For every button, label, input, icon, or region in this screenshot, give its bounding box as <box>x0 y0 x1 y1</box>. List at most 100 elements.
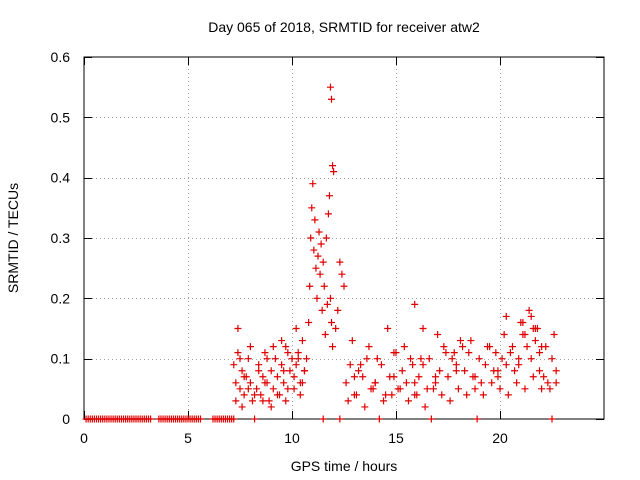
data-point <box>317 240 325 248</box>
data-point <box>234 325 242 332</box>
data-point <box>496 385 504 393</box>
data-point <box>388 391 396 399</box>
data-point <box>521 385 529 393</box>
data-point <box>248 397 256 405</box>
data-point <box>546 385 554 393</box>
data-point <box>417 355 425 363</box>
data-point <box>373 355 381 363</box>
data-point <box>326 83 334 91</box>
data-point <box>259 373 267 381</box>
data-point <box>377 361 385 369</box>
x-axis-label: GPS time / hours <box>291 458 398 474</box>
data-point <box>473 415 481 423</box>
data-point <box>536 349 544 357</box>
data-point <box>257 391 265 399</box>
data-point <box>308 204 316 212</box>
data-point <box>419 361 427 369</box>
y-tick-label: 0 <box>62 411 70 427</box>
data-point <box>525 306 533 314</box>
data-point <box>320 282 328 290</box>
data-point <box>467 337 475 345</box>
data-point <box>310 246 318 254</box>
data-points <box>82 83 560 423</box>
data-point <box>273 373 281 381</box>
data-point <box>286 367 294 375</box>
data-point <box>384 325 392 332</box>
data-point <box>278 361 286 369</box>
data-point <box>402 379 410 387</box>
data-point <box>515 355 523 363</box>
data-point <box>359 373 367 381</box>
grid-lines <box>84 57 604 419</box>
data-point <box>255 367 263 375</box>
data-point <box>548 355 556 363</box>
data-point <box>465 349 473 357</box>
data-point <box>290 385 298 393</box>
data-point <box>471 373 479 381</box>
data-point <box>261 349 269 357</box>
data-point <box>463 391 471 399</box>
data-point <box>230 415 238 423</box>
y-tick-label: 0.2 <box>51 290 71 306</box>
data-point <box>452 361 460 369</box>
data-point <box>471 385 479 393</box>
data-point <box>382 391 390 399</box>
data-point <box>278 337 286 345</box>
data-point <box>425 355 433 363</box>
y-tick-label: 0.1 <box>51 351 71 367</box>
data-point <box>494 367 502 375</box>
data-point <box>390 373 398 381</box>
data-point <box>527 355 535 363</box>
data-point <box>292 361 300 369</box>
data-point <box>269 343 277 351</box>
data-point <box>265 397 273 405</box>
data-point <box>238 367 246 375</box>
data-point <box>392 349 400 357</box>
data-point <box>461 367 469 375</box>
data-point <box>519 318 527 326</box>
data-point <box>365 343 373 351</box>
data-point <box>342 379 350 387</box>
data-point <box>371 379 379 387</box>
data-point <box>238 403 246 411</box>
data-point <box>481 361 489 369</box>
data-point <box>411 379 419 387</box>
data-point <box>316 270 324 278</box>
data-point <box>259 397 267 405</box>
data-point <box>329 343 337 351</box>
data-point <box>432 379 440 387</box>
data-point <box>454 385 462 393</box>
data-point <box>236 385 244 393</box>
data-point <box>421 403 429 411</box>
data-point <box>536 367 544 375</box>
data-point <box>240 391 248 399</box>
data-point <box>321 331 329 339</box>
data-point <box>413 391 421 399</box>
data-point <box>396 385 404 393</box>
data-point <box>336 258 344 266</box>
data-point <box>325 192 333 200</box>
data-point <box>432 373 440 381</box>
data-point <box>456 337 464 345</box>
data-point <box>375 415 383 423</box>
data-point <box>492 349 500 357</box>
data-point <box>313 294 321 302</box>
data-point <box>446 397 454 405</box>
data-point <box>477 379 485 387</box>
data-point <box>314 252 322 260</box>
data-point <box>290 373 298 381</box>
data-point <box>442 349 450 357</box>
data-point <box>326 294 334 302</box>
data-point <box>319 415 327 423</box>
chart-title: Day 065 of 2018, SRMTID for receiver atw… <box>208 19 480 35</box>
data-point <box>340 282 348 290</box>
data-point <box>246 379 254 387</box>
data-point <box>232 397 240 405</box>
data-point <box>284 349 292 357</box>
data-point <box>251 415 259 423</box>
x-tick-label: 15 <box>388 430 404 446</box>
data-point <box>538 385 546 393</box>
data-point <box>380 397 388 405</box>
data-point <box>513 379 521 387</box>
